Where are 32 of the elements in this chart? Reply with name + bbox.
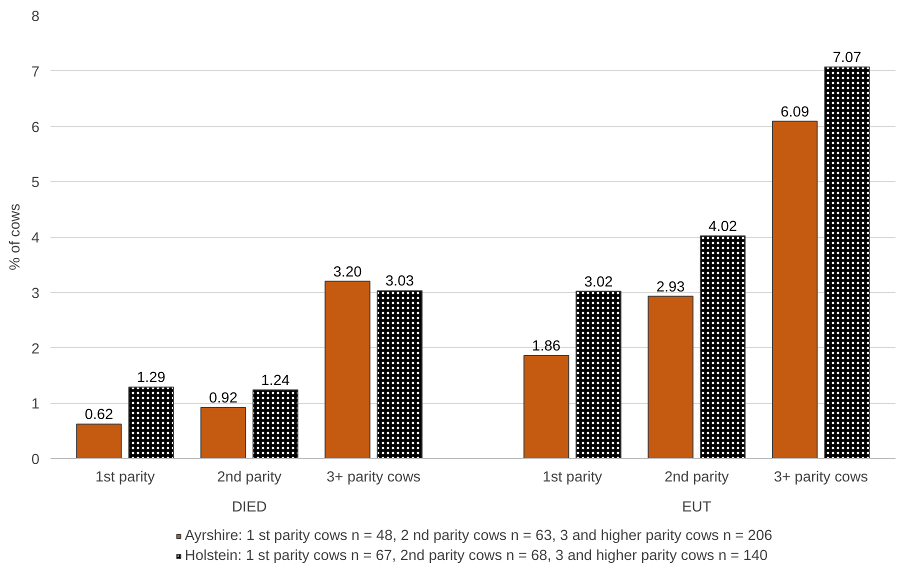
data-label: 7.07 (832, 50, 862, 66)
data-label: 3.20 (333, 264, 362, 280)
data-label: 0.92 (208, 390, 238, 407)
text: EUT (682, 500, 712, 516)
y-tick-label: 8 (31, 9, 40, 25)
y-tick-label: 1 (31, 396, 40, 413)
data-label: 3.02 (584, 274, 613, 290)
x-tick-label: 2nd parity (664, 470, 730, 486)
x-tick-label: 1st parity (95, 470, 156, 486)
y-tick-label: 0 (31, 452, 40, 468)
data-label: 3.03 (385, 274, 414, 290)
data-label: 1.24 (261, 372, 290, 389)
data-label: 1.29 (136, 370, 166, 386)
x-tick-label: 2nd parity (217, 470, 282, 486)
data-label: 4.02 (708, 218, 738, 235)
y-tick-label: 6 (31, 120, 40, 136)
y-axis-title: % of cows (7, 204, 24, 270)
data-label: 6.09 (780, 104, 810, 120)
legend-label: Ayrshire: 1 st parity cows n = 48, 2 nd parity cows n = 63, 3 and higher parity cows n = 206 (184, 528, 772, 544)
x-tick-label: 3+ parity cows (326, 470, 421, 486)
x-tick-label: 3+ parity cows (774, 470, 868, 486)
y-tick-label: 5 (31, 175, 40, 192)
y-tick-label: 3 (31, 286, 40, 302)
y-tick-label: 7 (31, 64, 40, 80)
text: DIED (232, 500, 267, 516)
x-tick-label: 1st parity (542, 470, 603, 486)
data-label: 0.62 (84, 407, 114, 424)
y-tick-label: 2 (31, 341, 40, 358)
legend-label: Holstein: 1 st parity cows n = 67, 2nd parity cows n = 68, 3 and higher parity cows n = 140 (184, 548, 768, 564)
data-label: 1.86 (532, 338, 561, 355)
y-tick-label: 4 (31, 230, 40, 246)
data-label: 2.93 (656, 279, 685, 296)
